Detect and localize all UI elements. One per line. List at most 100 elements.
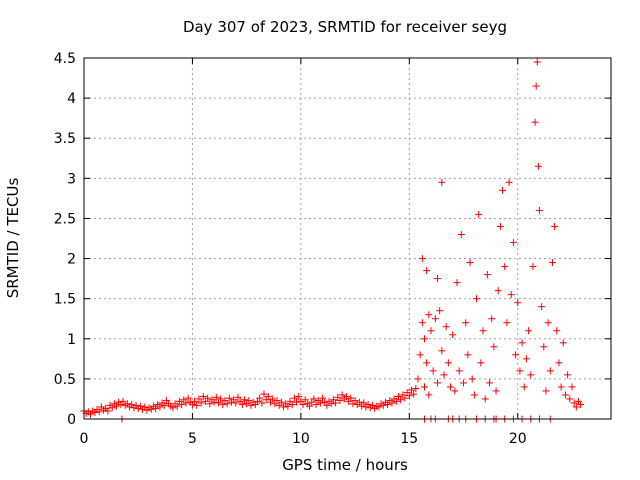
data-point bbox=[113, 402, 121, 410]
data-point bbox=[336, 397, 344, 405]
data-point bbox=[197, 399, 205, 407]
data-point bbox=[438, 178, 446, 186]
plot-frame bbox=[83, 57, 612, 420]
data-point bbox=[475, 210, 483, 218]
data-point bbox=[312, 401, 320, 409]
data-point bbox=[204, 394, 212, 402]
data-point bbox=[423, 267, 431, 275]
data-point bbox=[436, 307, 444, 315]
y-axis-label: SRMTID / TECUs bbox=[4, 178, 22, 299]
data-point bbox=[473, 295, 481, 303]
data-point bbox=[104, 407, 112, 415]
data-point bbox=[256, 394, 264, 402]
data-point bbox=[434, 379, 442, 387]
x-tick-label: 10 bbox=[292, 431, 310, 447]
data-point bbox=[427, 327, 435, 335]
data-point bbox=[516, 367, 524, 375]
data-point bbox=[219, 401, 227, 409]
data-point bbox=[429, 367, 437, 375]
x-tick-label: 15 bbox=[400, 431, 418, 447]
data-point bbox=[570, 399, 578, 407]
data-point bbox=[564, 371, 572, 379]
data-point bbox=[306, 402, 314, 410]
data-point bbox=[496, 222, 504, 230]
grid bbox=[84, 58, 611, 419]
data-point bbox=[273, 397, 281, 405]
data-point bbox=[234, 393, 242, 401]
y-tick-label: 2 bbox=[67, 252, 76, 268]
data-point bbox=[397, 396, 405, 404]
data-point bbox=[347, 394, 355, 402]
data-point bbox=[212, 393, 220, 401]
data-point bbox=[327, 400, 335, 408]
x-tick-label: 5 bbox=[188, 431, 197, 447]
data-point bbox=[561, 391, 569, 399]
data-point bbox=[481, 395, 489, 403]
data-point bbox=[384, 401, 392, 409]
data-points bbox=[80, 58, 585, 423]
data-point bbox=[423, 359, 431, 367]
data-point bbox=[438, 347, 446, 355]
y-tick-label: 4 bbox=[67, 91, 76, 107]
data-point bbox=[468, 375, 476, 383]
data-point bbox=[466, 259, 474, 267]
data-point bbox=[295, 393, 303, 401]
data-point bbox=[342, 393, 350, 401]
data-point bbox=[299, 401, 307, 409]
data-point bbox=[178, 401, 186, 409]
y-tick-label: 3.5 bbox=[54, 131, 76, 147]
data-point bbox=[520, 383, 528, 391]
data-point bbox=[420, 335, 428, 343]
data-point bbox=[223, 400, 231, 408]
data-point bbox=[210, 398, 218, 406]
data-point bbox=[410, 390, 418, 398]
y-tick-label: 0 bbox=[67, 412, 76, 428]
data-point bbox=[245, 397, 253, 405]
data-point bbox=[425, 391, 433, 399]
data-point bbox=[258, 399, 266, 407]
data-point bbox=[319, 394, 327, 402]
data-point bbox=[447, 383, 455, 391]
data-point bbox=[479, 327, 487, 335]
y-tick-label: 1 bbox=[67, 332, 76, 348]
data-point bbox=[414, 375, 422, 383]
data-point bbox=[392, 397, 400, 405]
data-point bbox=[360, 399, 368, 407]
y-tick-label: 0.5 bbox=[54, 372, 76, 388]
data-point bbox=[455, 367, 463, 375]
x-tick-label: 0 bbox=[80, 431, 89, 447]
y-tick-label: 3 bbox=[67, 171, 76, 187]
data-point bbox=[490, 343, 498, 351]
data-point bbox=[407, 386, 415, 394]
data-point bbox=[518, 339, 526, 347]
data-point bbox=[225, 394, 233, 402]
data-point bbox=[301, 396, 309, 404]
data-point bbox=[173, 402, 181, 410]
data-point bbox=[494, 287, 502, 295]
data-point bbox=[514, 299, 522, 307]
data-point bbox=[323, 401, 331, 409]
data-point bbox=[434, 275, 442, 283]
data-point bbox=[431, 315, 439, 323]
data-point bbox=[199, 393, 207, 401]
data-point bbox=[182, 399, 190, 407]
data-point bbox=[538, 303, 546, 311]
data-point bbox=[477, 359, 485, 367]
data-point bbox=[507, 291, 515, 299]
data-point bbox=[577, 401, 585, 409]
data-point bbox=[401, 394, 409, 402]
data-point bbox=[316, 399, 324, 407]
data-point bbox=[425, 311, 433, 319]
data-point bbox=[418, 319, 426, 327]
data-point bbox=[572, 403, 580, 411]
data-point bbox=[453, 279, 461, 287]
data-point bbox=[546, 367, 554, 375]
y-tick-label: 1.5 bbox=[54, 292, 76, 308]
data-point bbox=[412, 385, 420, 393]
data-point bbox=[566, 395, 574, 403]
data-point bbox=[290, 394, 298, 402]
data-point bbox=[293, 398, 301, 406]
y-tick-label: 2.5 bbox=[54, 211, 76, 227]
data-point bbox=[264, 393, 272, 401]
data-point bbox=[525, 327, 533, 335]
